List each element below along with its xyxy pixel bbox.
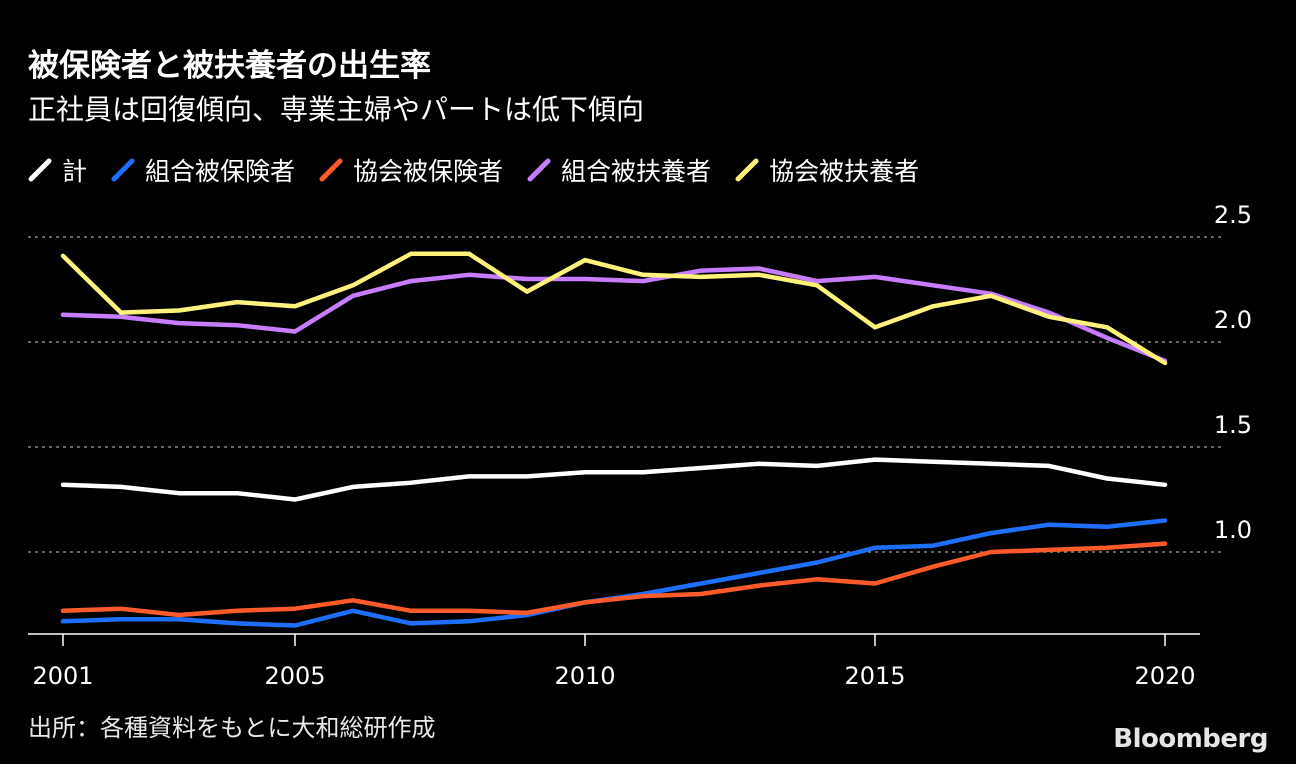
series-line-union_dependent (60, 266, 1168, 364)
series-line-kyokai_dependent (60, 251, 1168, 366)
x-tick-label-2015: 2015 (844, 662, 905, 690)
legend-label-union-dependent: 組合被扶養者 (561, 157, 712, 186)
y-tick-label-2.0: 2.0 (1214, 306, 1252, 334)
source-note: 出所：各種資料をもとに大和総研作成 (28, 714, 436, 742)
legend-label-union-insured: 組合被保険者 (145, 157, 296, 186)
legend-item-total: 計 (28, 152, 87, 188)
legend: 計 組合被保険者 協会被保険者 組合被扶養者 協会被扶養者 (28, 152, 943, 188)
x-tick-label-2010: 2010 (554, 662, 615, 690)
legend-label-kyokai-dependent: 協会被扶養者 (769, 157, 920, 186)
legend-swatch-kyokai-insured-icon (319, 158, 343, 182)
y-tick-label-2.5: 2.5 (1214, 201, 1252, 229)
bloomberg-logo: Bloomberg (1113, 724, 1268, 754)
legend-label-total: 計 (62, 157, 88, 186)
legend-swatch-kyokai-dependent-icon (735, 158, 759, 182)
legend-item-kyokai-dependent: 協会被扶養者 (735, 152, 919, 188)
chart-subtitle: 正社員は回復傾向、専業主婦やパートは低下傾向 (28, 93, 645, 126)
legend-swatch-union-insured-icon (111, 158, 135, 182)
series-line-total (60, 457, 1168, 502)
x-tick-label-2020: 2020 (1134, 662, 1195, 690)
legend-item-union-insured: 組合被保険者 (111, 152, 295, 188)
chart-title: 被保険者と被扶養者の出生率 (28, 48, 431, 84)
y-tick-label-1.5: 1.5 (1214, 411, 1252, 439)
legend-label-kyokai-insured: 協会被保険者 (353, 157, 504, 186)
y-tick-label-1.0: 1.0 (1214, 516, 1252, 544)
legend-item-union-dependent: 組合被扶養者 (527, 152, 711, 188)
legend-swatch-total-icon (28, 158, 52, 182)
legend-item-kyokai-insured: 協会被保険者 (319, 152, 503, 188)
series-line-kyokai_insured (60, 541, 1168, 618)
x-tick-label-2005: 2005 (264, 662, 325, 690)
legend-swatch-union-dependent-icon (527, 158, 551, 182)
x-tick-label-2001: 2001 (32, 662, 93, 690)
